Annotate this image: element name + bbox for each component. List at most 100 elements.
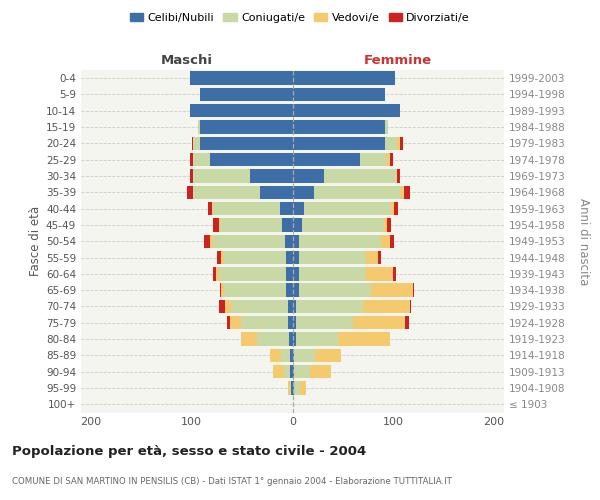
Bar: [220, 284, 221, 297]
Bar: [286, 234, 293, 248]
Bar: [200, 120, 293, 134]
Bar: [371, 284, 413, 297]
Bar: [210, 153, 293, 166]
Bar: [293, 234, 299, 248]
Bar: [220, 218, 283, 232]
Bar: [286, 251, 293, 264]
Bar: [213, 202, 280, 215]
Bar: [219, 300, 225, 313]
Bar: [213, 234, 286, 248]
Bar: [290, 382, 292, 394]
Bar: [260, 186, 293, 199]
Bar: [213, 267, 216, 280]
Bar: [286, 267, 293, 280]
Bar: [292, 382, 293, 394]
Bar: [299, 234, 381, 248]
Bar: [293, 348, 314, 362]
Bar: [208, 202, 212, 215]
Bar: [190, 72, 293, 85]
Bar: [231, 300, 289, 313]
Bar: [353, 316, 406, 330]
Bar: [213, 218, 219, 232]
Bar: [293, 120, 385, 134]
Bar: [217, 251, 221, 264]
Y-axis label: Fasce di età: Fasce di età: [29, 206, 42, 276]
Bar: [391, 202, 394, 215]
Bar: [281, 348, 290, 362]
Bar: [314, 186, 401, 199]
Bar: [293, 88, 385, 101]
Bar: [406, 316, 409, 330]
Bar: [187, 186, 193, 199]
Bar: [225, 300, 231, 313]
Bar: [302, 218, 384, 232]
Bar: [200, 136, 293, 150]
Bar: [378, 251, 381, 264]
Bar: [324, 170, 396, 182]
Bar: [360, 153, 387, 166]
Bar: [310, 365, 331, 378]
Bar: [293, 365, 310, 378]
Bar: [293, 218, 302, 232]
Bar: [190, 170, 193, 182]
Bar: [224, 284, 286, 297]
Bar: [293, 332, 296, 346]
Bar: [385, 136, 397, 150]
Bar: [241, 332, 257, 346]
Bar: [293, 284, 299, 297]
Bar: [190, 153, 193, 166]
Bar: [397, 136, 400, 150]
Bar: [296, 316, 353, 330]
Bar: [271, 348, 281, 362]
Bar: [363, 300, 410, 313]
Bar: [293, 382, 299, 394]
Bar: [387, 153, 390, 166]
Bar: [289, 300, 293, 313]
Bar: [393, 267, 396, 280]
Bar: [193, 136, 200, 150]
Bar: [212, 202, 213, 215]
Y-axis label: Anni di nascita: Anni di nascita: [577, 198, 590, 285]
Bar: [384, 218, 387, 232]
Bar: [394, 202, 398, 215]
Bar: [274, 365, 284, 378]
Bar: [338, 332, 390, 346]
Bar: [390, 153, 393, 166]
Bar: [293, 316, 296, 330]
Bar: [390, 234, 394, 248]
Bar: [200, 88, 293, 101]
Bar: [198, 120, 200, 134]
Bar: [410, 300, 412, 313]
Bar: [290, 348, 293, 362]
Bar: [293, 267, 299, 280]
Bar: [289, 332, 293, 346]
Bar: [296, 300, 363, 313]
Bar: [293, 170, 324, 182]
Text: Popolazione per età, sesso e stato civile - 2004: Popolazione per età, sesso e stato civil…: [12, 445, 366, 458]
Bar: [219, 267, 286, 280]
Bar: [284, 365, 290, 378]
Bar: [314, 348, 341, 362]
Bar: [224, 251, 286, 264]
Bar: [299, 267, 366, 280]
Bar: [387, 218, 391, 232]
Bar: [293, 153, 360, 166]
Bar: [293, 104, 400, 118]
Bar: [193, 186, 260, 199]
Bar: [366, 267, 393, 280]
Bar: [299, 251, 366, 264]
Bar: [413, 284, 415, 297]
Bar: [250, 170, 293, 182]
Bar: [385, 120, 388, 134]
Text: COMUNE DI SAN MARTINO IN PENSILIS (CB) - Dati ISTAT 1° gennaio 2004 - Elaborazio: COMUNE DI SAN MARTINO IN PENSILIS (CB) -…: [12, 478, 452, 486]
Bar: [293, 186, 314, 199]
Bar: [293, 251, 299, 264]
Bar: [293, 202, 304, 215]
Bar: [400, 136, 403, 150]
Bar: [289, 382, 290, 394]
Bar: [192, 136, 193, 150]
Bar: [280, 202, 293, 215]
Bar: [190, 104, 293, 118]
Bar: [286, 284, 293, 297]
Bar: [241, 316, 289, 330]
